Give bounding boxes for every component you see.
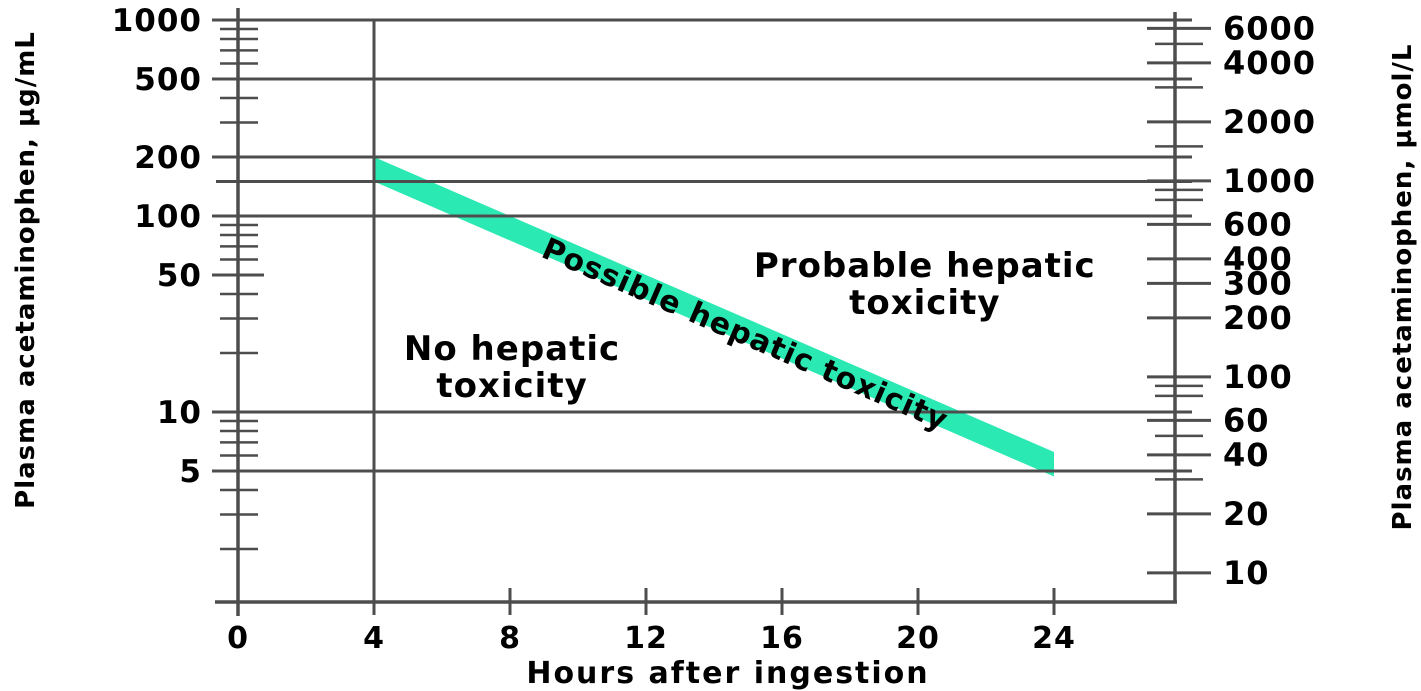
right-axis-title: Plasma acetaminophen, µmol/L (1388, 43, 1418, 531)
possible-toxicity-band (374, 157, 1054, 477)
x-tick-label: 20 (896, 621, 940, 656)
x-tick-label: 12 (624, 621, 668, 656)
right-tick-label: 2000 (1223, 103, 1316, 141)
x-tick-label: 8 (499, 621, 521, 656)
right-tick-label: 100 (1223, 358, 1293, 396)
x-axis-title: Hours after ingestion (526, 656, 930, 691)
left-tick-label: 1000 (112, 3, 202, 39)
left-tick-label: 200 (134, 140, 202, 176)
x-tick-label: 24 (1032, 621, 1076, 656)
right-tick-label: 400 (1223, 240, 1293, 278)
right-tick-label: 4000 (1223, 44, 1316, 82)
right-tick-label: 300 (1223, 264, 1293, 302)
right-tick-label: 10 (1223, 554, 1270, 592)
right-tick-label: 20 (1223, 495, 1270, 533)
region-label-line: toxicity (436, 366, 588, 407)
right-tick-label: 60 (1223, 401, 1270, 439)
region-label-line: toxicity (849, 282, 1001, 323)
right-tick-label: 600 (1223, 205, 1293, 243)
left-axis-title: Plasma acetaminophen, µg/mL (11, 31, 41, 509)
right-tick-label: 6000 (1223, 9, 1316, 47)
left-tick-label: 10 (157, 395, 202, 431)
x-tick-label: 4 (363, 621, 385, 656)
region-label-line: Probable hepatic (753, 245, 1096, 286)
region-label-probable: Probable hepatic toxicity (753, 245, 1096, 323)
right-tick-label: 40 (1223, 436, 1270, 474)
left-tick-label: 50 (157, 258, 202, 294)
region-label-line: No hepatic (403, 329, 621, 370)
left-tick-label: 5 (179, 454, 202, 490)
left-tick-label: 500 (134, 62, 202, 98)
left-tick-label: 100 (134, 199, 202, 235)
x-tick-label: 0 (227, 621, 249, 656)
right-tick-label: 200 (1223, 299, 1293, 337)
x-tick-label: 16 (760, 621, 804, 656)
region-label-no: No hepatic toxicity (404, 331, 620, 405)
right-tick-label: 1000 (1223, 162, 1316, 200)
